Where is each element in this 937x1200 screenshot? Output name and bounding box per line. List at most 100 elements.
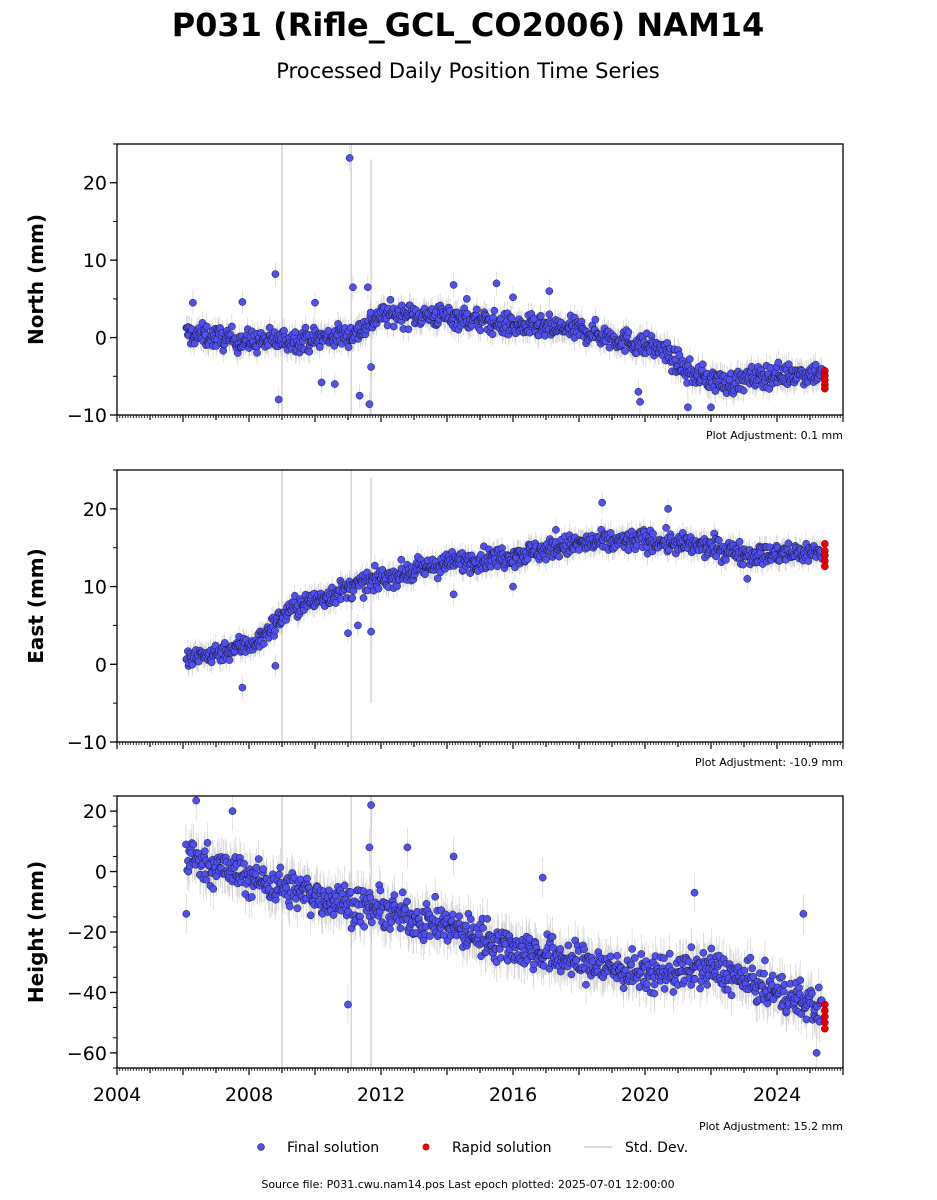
- final-point: [225, 656, 234, 664]
- final-point: [332, 599, 340, 607]
- final-point: [291, 328, 300, 336]
- final-point: [354, 621, 362, 630]
- final-point: [271, 626, 279, 635]
- final-point: [545, 287, 554, 295]
- plot-adjustment-note: Plot Adjustment: -10.9 mm: [695, 756, 843, 769]
- final-point: [367, 627, 375, 636]
- final-point: [365, 400, 374, 408]
- final-point: [591, 315, 600, 324]
- y-tick-label: −10: [67, 405, 107, 427]
- final-point: [664, 505, 672, 513]
- final-point: [490, 306, 499, 315]
- final-point: [363, 283, 372, 292]
- final-point: [536, 311, 545, 320]
- final-point: [238, 298, 247, 306]
- final-point: [207, 658, 216, 667]
- north-panel: −10 0 10 20 North (mm) Plot Adjustment: 0.1 m…: [24, 143, 844, 442]
- final-point: [784, 539, 793, 548]
- final-point: [374, 584, 383, 593]
- final-point: [507, 314, 516, 322]
- final-point: [492, 279, 501, 288]
- final-point: [476, 326, 485, 335]
- final-point: [715, 536, 723, 545]
- final-point: [523, 555, 532, 564]
- y-tick-label: −10: [67, 732, 107, 754]
- final-point: [260, 640, 268, 648]
- final-point: [649, 529, 657, 538]
- plot-area: [182, 470, 829, 742]
- final-point: [265, 323, 274, 332]
- final-point: [739, 386, 748, 395]
- final-point: [735, 537, 744, 546]
- axes-frame: [116, 469, 844, 743]
- final-point: [712, 552, 721, 561]
- final-point: [383, 321, 392, 330]
- final-point: [367, 363, 375, 371]
- final-point: [598, 498, 606, 507]
- rapid-solution-points: [821, 540, 829, 571]
- y-tick-label: 0: [95, 328, 107, 350]
- final-point: [542, 555, 550, 564]
- rapid-solution-points: [821, 367, 829, 393]
- final-point: [311, 298, 319, 307]
- final-point: [473, 305, 481, 314]
- final-point: [348, 594, 357, 602]
- final-point: [228, 322, 236, 331]
- final-point: [636, 398, 644, 406]
- final-point: [344, 343, 353, 352]
- final-point: [349, 283, 357, 292]
- final-point: [765, 385, 774, 393]
- final-point: [675, 351, 684, 359]
- final-point: [389, 322, 398, 331]
- final-point: [190, 339, 199, 348]
- final-point: [707, 403, 715, 412]
- final-point: [253, 348, 261, 357]
- final-point: [684, 403, 692, 412]
- final-point: [555, 552, 563, 561]
- y-axis-label: East (mm): [24, 548, 48, 664]
- final-point: [509, 582, 517, 591]
- east-panel: −10 0 10 20 East (mm) Plot Adjustment: -10.9 …: [24, 469, 844, 769]
- final-point: [552, 526, 560, 534]
- final-point: [238, 683, 247, 692]
- final-point: [344, 629, 352, 638]
- final-point: [371, 561, 379, 570]
- final-point: [315, 343, 324, 351]
- plot-adjustment-note: Plot Adjustment: 0.1 mm: [706, 429, 843, 442]
- final-point: [189, 298, 197, 307]
- final-point: [634, 387, 643, 396]
- final-point: [545, 310, 554, 319]
- y-tick-label: 10: [83, 250, 107, 272]
- y-tick-label: 20: [83, 173, 107, 195]
- final-point: [739, 560, 748, 569]
- plot-area: [182, 796, 829, 1068]
- rapid-point: [821, 384, 829, 393]
- final-point: [202, 322, 211, 331]
- final-point: [433, 574, 442, 583]
- final-point: [449, 281, 458, 289]
- final-point: [509, 293, 517, 302]
- final-point: [774, 358, 783, 367]
- final-point: [624, 328, 633, 337]
- final-point: [662, 523, 670, 532]
- final-point: [404, 325, 413, 334]
- chart-subtitle: Processed Daily Position Time Series: [276, 59, 660, 83]
- final-point: [305, 347, 314, 356]
- final-point: [606, 529, 615, 537]
- final-point: [330, 380, 339, 388]
- final-point: [449, 590, 458, 599]
- final-point: [220, 639, 229, 647]
- final-point: [462, 295, 471, 303]
- final-point: [698, 360, 707, 369]
- y-axis-label: North (mm): [24, 214, 48, 345]
- final-point: [722, 555, 730, 564]
- final-point: [621, 347, 629, 355]
- final-point: [685, 355, 694, 363]
- final-solution-points: [182, 154, 826, 412]
- y-tick-label: 0: [95, 654, 107, 676]
- final-point: [274, 395, 283, 404]
- final-point: [784, 360, 793, 369]
- final-point: [743, 574, 752, 583]
